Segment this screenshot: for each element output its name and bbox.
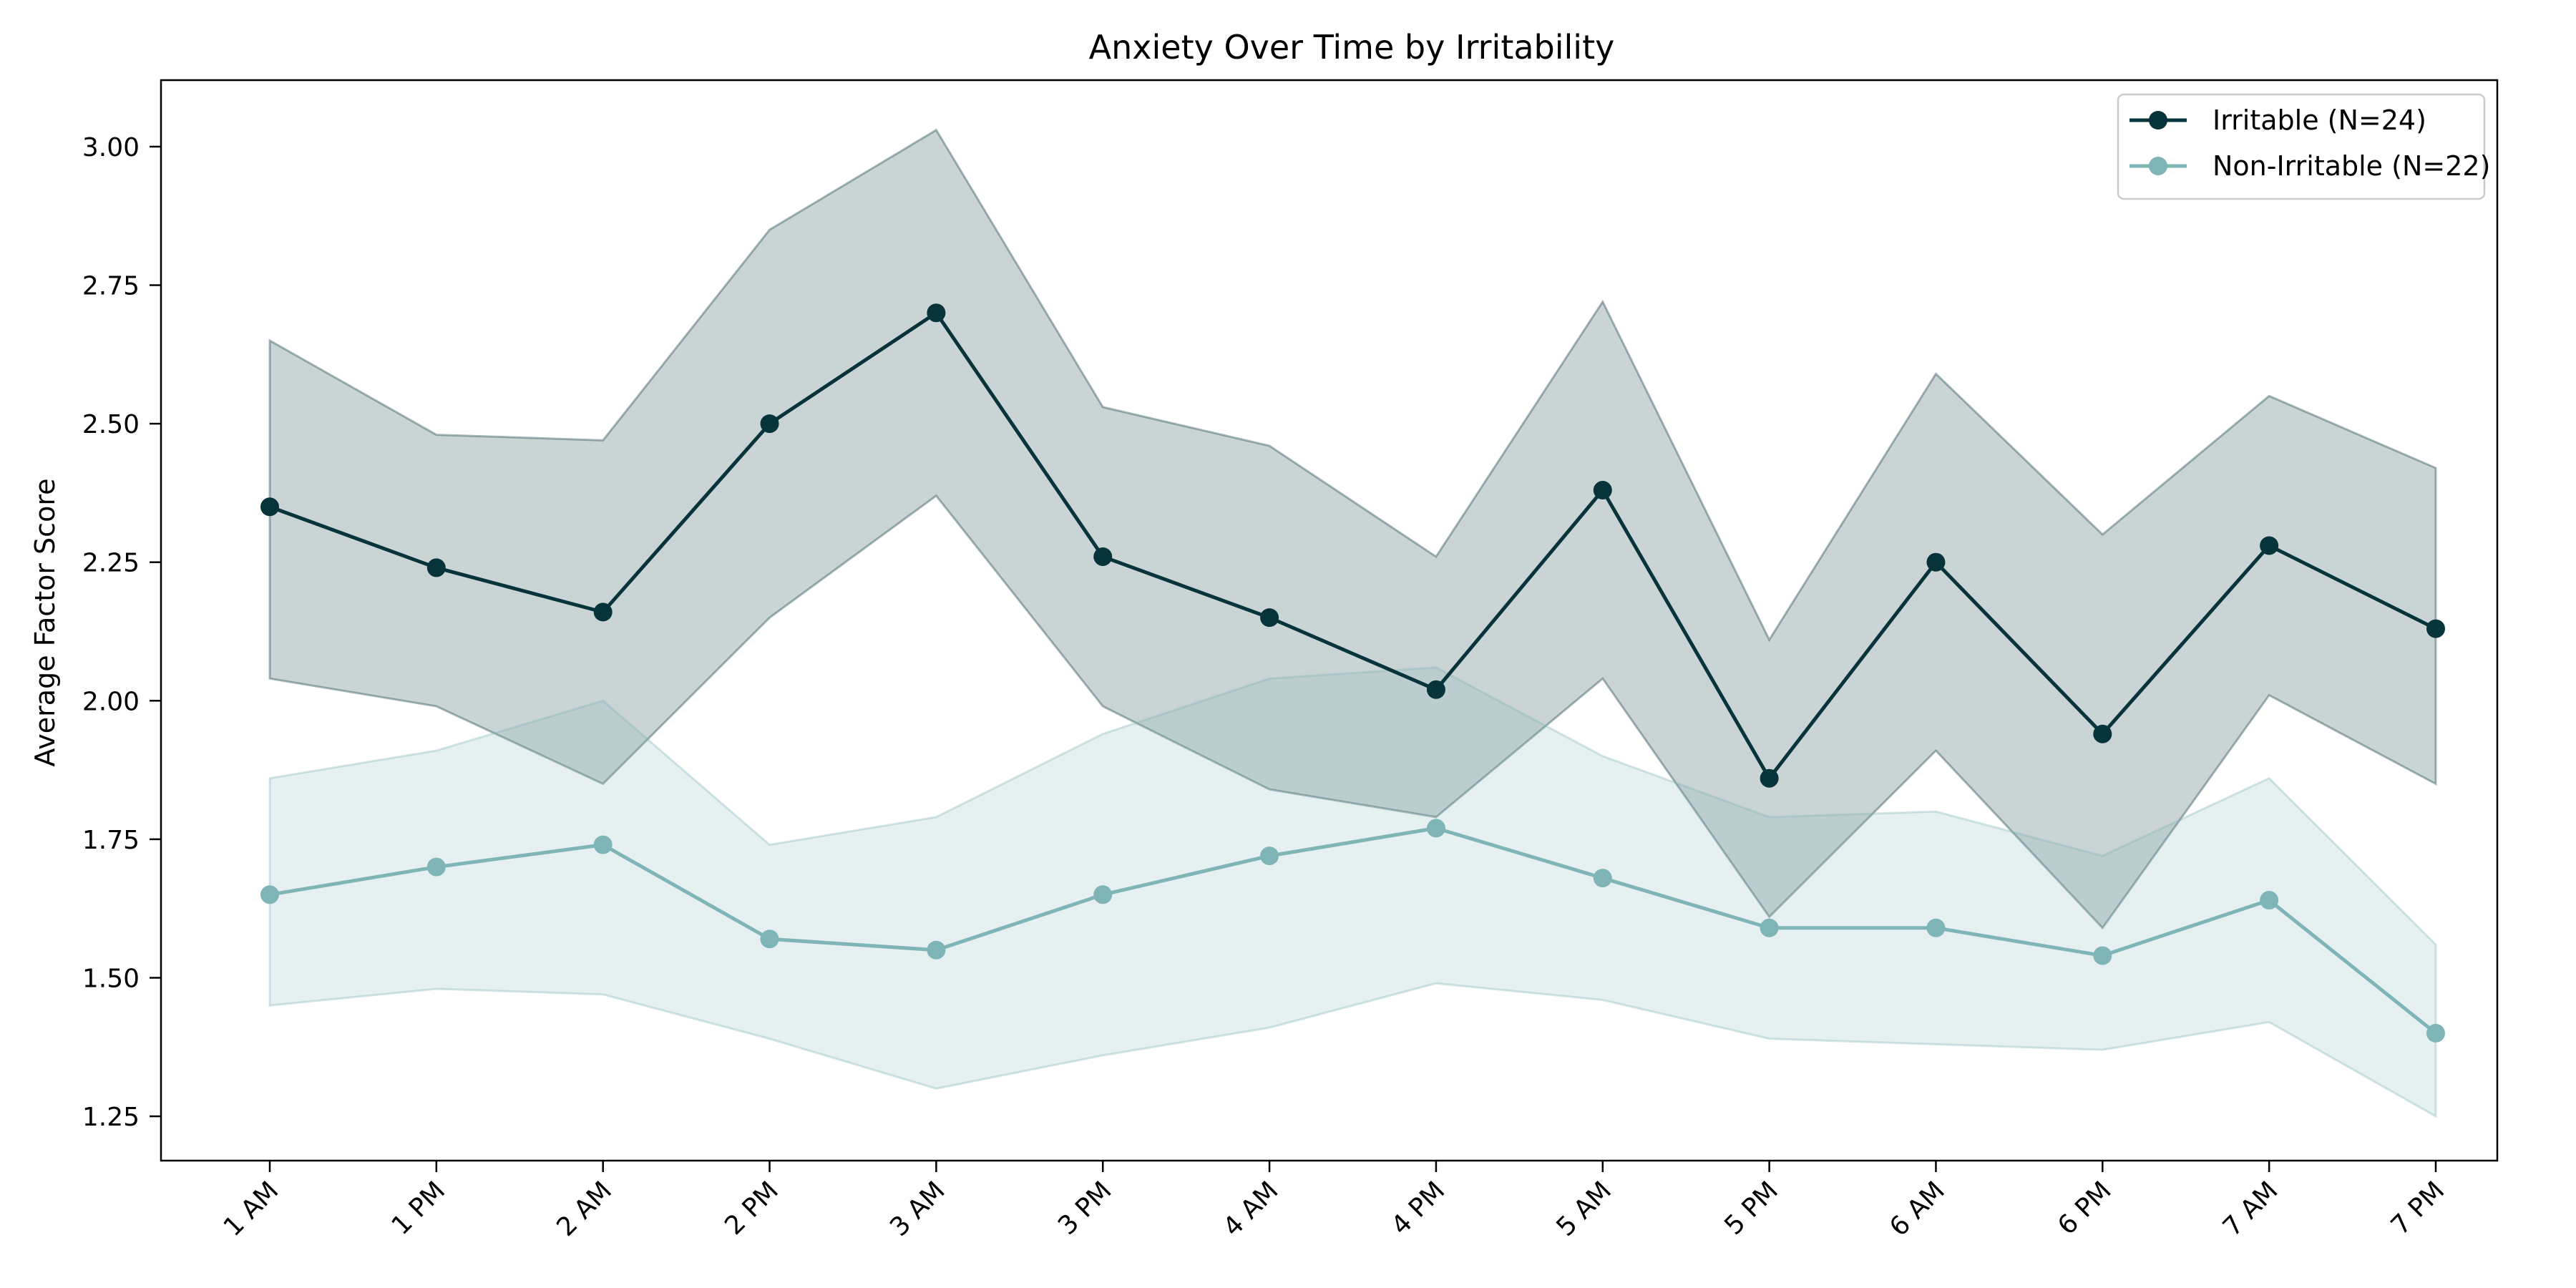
data-point-series-2: [1926, 918, 1946, 937]
y-tick-label: 1.50: [82, 964, 140, 993]
data-point-series-1: [426, 558, 446, 577]
data-point-series-1: [1593, 481, 1612, 500]
plot-frame: [160, 79, 2499, 1162]
x-tick-label: 6 AM: [1884, 1176, 1951, 1242]
y-tick-label: 2.25: [82, 549, 140, 578]
x-tick-label: 2 AM: [551, 1176, 618, 1242]
y-tick-label: 2.50: [82, 410, 140, 439]
x-tick-label: 6 PM: [2052, 1176, 2117, 1241]
data-point-series-2: [2260, 891, 2279, 910]
x-tick-label: 4 PM: [1386, 1176, 1451, 1241]
data-point-series-1: [1760, 769, 1779, 788]
data-point-series-1: [2426, 619, 2445, 638]
data-point-series-2: [1426, 819, 1445, 838]
x-axis: 1 AM 1 PM 2 AM 2 PM 3 AM 3 PM 4 AM 4 PM 5 AM 5 PM…: [218, 1161, 2451, 1242]
x-tick-label: 5 PM: [1719, 1176, 1784, 1241]
series-lines: [269, 311, 2437, 1035]
data-point-series-2: [1260, 847, 1279, 866]
x-tick-label: 4 AM: [1218, 1176, 1284, 1242]
y-axis: 1.25 1.50 1.75 2.00 2.25 2.50 2.75 3.00: [82, 133, 161, 1132]
x-tick-label: 7 PM: [2386, 1176, 2451, 1241]
legend: Irritable (N=24) Non-Irritable (N=22): [2117, 93, 2490, 200]
data-point-series-2: [426, 857, 446, 877]
x-tick-label: 3 AM: [884, 1176, 951, 1242]
x-tick-label: 3 PM: [1053, 1176, 1118, 1241]
legend-box: [2117, 93, 2486, 200]
legend-marker: [2149, 157, 2167, 175]
data-point-series-2: [593, 835, 613, 854]
y-tick-label: 2.75: [82, 272, 140, 301]
x-tick-label: 2 PM: [719, 1176, 784, 1241]
data-point-series-1: [1093, 547, 1113, 566]
series-points: [260, 303, 2445, 1043]
data-point-series-2: [260, 885, 279, 904]
y-axis-label: Average Factor Score: [29, 479, 61, 767]
data-point-series-2: [1760, 918, 1779, 937]
data-point-series-2: [2093, 946, 2112, 965]
x-tick-label: 7 AM: [2218, 1176, 2284, 1242]
y-tick-label: 3.00: [82, 133, 140, 162]
data-point-series-1: [2260, 536, 2279, 555]
legend-label: Non-Irritable (N=22): [2212, 150, 2490, 182]
confidence-band-series-2: [268, 666, 2437, 1118]
y-tick-label: 1.75: [82, 826, 140, 855]
data-point-series-1: [2093, 724, 2112, 743]
data-point-series-2: [1093, 885, 1113, 904]
legend-marker: [2149, 111, 2167, 130]
data-point-series-1: [927, 303, 946, 323]
legend-label: Irritable (N=24): [2212, 104, 2426, 136]
data-point-series-2: [927, 940, 946, 960]
confidence-band-series-1: [268, 128, 2437, 930]
data-point-series-1: [760, 414, 779, 434]
data-point-series-1: [593, 602, 613, 622]
x-tick-label: 1 AM: [218, 1176, 285, 1242]
x-tick-label: 5 AM: [1551, 1176, 1617, 1242]
confidence-bands: [268, 128, 2437, 1118]
data-point-series-1: [1926, 552, 1946, 572]
chart-title: Anxiety Over Time by Irritability: [1089, 28, 1615, 67]
y-tick-label: 2.00: [82, 687, 140, 716]
data-point-series-1: [1260, 608, 1279, 628]
data-point-series-2: [1593, 869, 1612, 888]
data-point-series-1: [260, 497, 279, 517]
data-point-series-1: [1426, 680, 1445, 699]
x-tick-label: 1 PM: [386, 1176, 452, 1241]
data-point-series-2: [2426, 1023, 2445, 1043]
y-tick-label: 1.25: [82, 1103, 140, 1132]
series-line-2: [269, 826, 2437, 1035]
data-point-series-2: [760, 930, 779, 949]
series-line-1: [269, 311, 2437, 781]
